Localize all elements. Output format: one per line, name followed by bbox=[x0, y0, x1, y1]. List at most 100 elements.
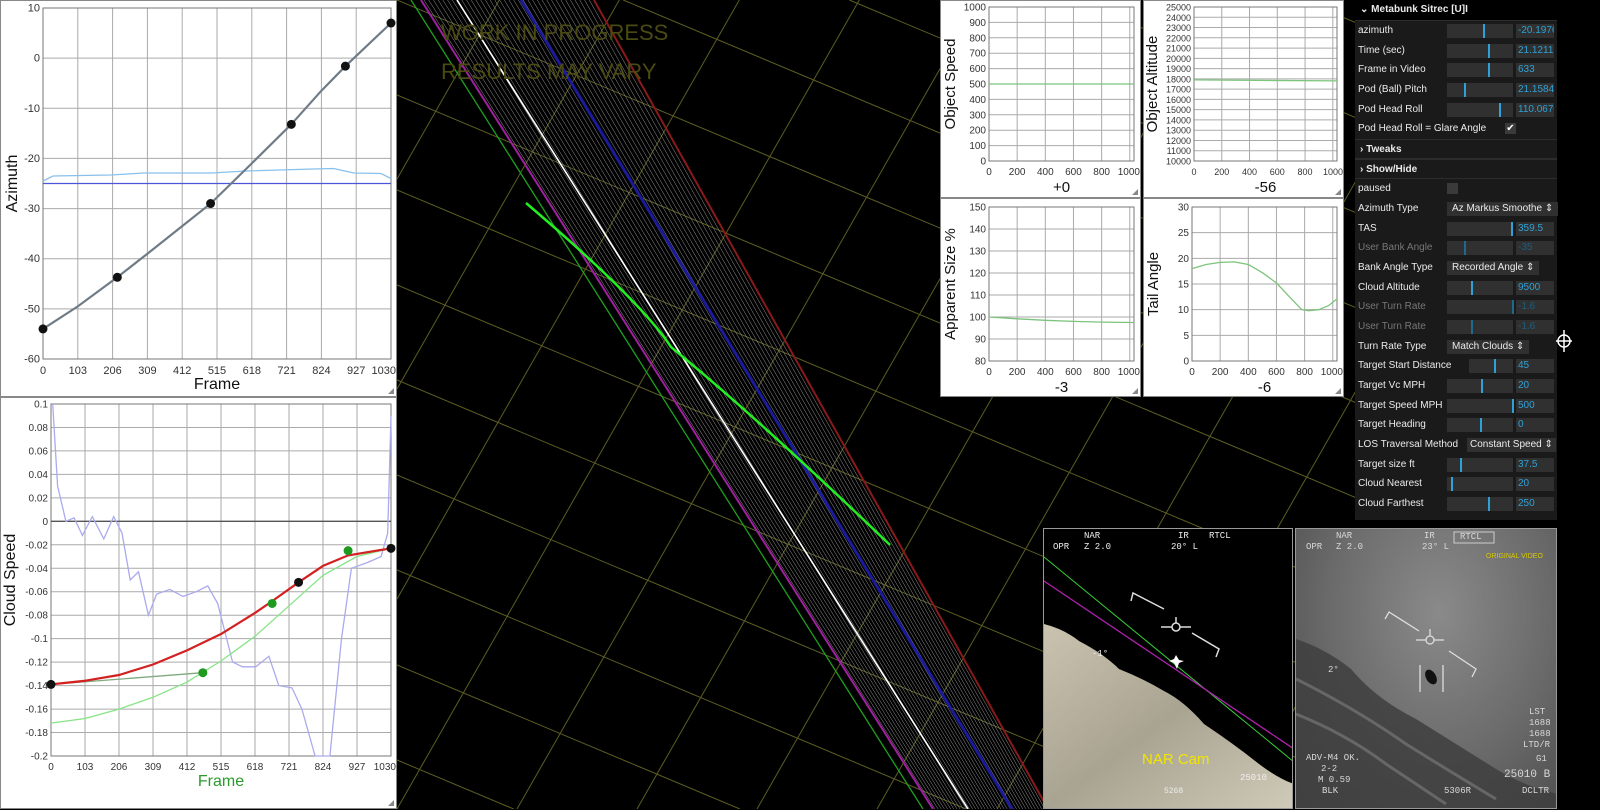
data-point[interactable] bbox=[286, 119, 296, 129]
tas-slider[interactable] bbox=[1447, 221, 1514, 236]
folder-tweaks[interactable]: › Tweaks bbox=[1355, 139, 1557, 160]
slider-handle[interactable] bbox=[1459, 457, 1462, 472]
nar-cam-view[interactable]: NAR OPR Z 2.0 IR 20° L RTCL -1° NAR Cam … bbox=[1043, 528, 1293, 809]
target-vc-mph-input[interactable]: 20 bbox=[1516, 379, 1554, 393]
target-heading-input[interactable]: 0 bbox=[1516, 418, 1554, 433]
y-tick-label: 150 bbox=[969, 203, 986, 214]
pod-head-roll-slider[interactable] bbox=[1447, 102, 1513, 117]
user-bank-angle-slider[interactable] bbox=[1447, 241, 1513, 256]
apparent-size-chart-panel[interactable]: 0 200 400 600 800 1000 80 90 100 110 120 130 140 150 -… bbox=[940, 198, 1141, 397]
target-speed-mph-input[interactable]: 500 bbox=[1516, 398, 1554, 413]
resize-handle-icon[interactable] bbox=[1132, 388, 1138, 394]
slider-handle[interactable] bbox=[1480, 418, 1482, 433]
object-speed-chart-panel[interactable]: 0 200 400 600 800 1000 0 100 200 300 400 500 600 700 8… bbox=[940, 0, 1141, 198]
target-start-distance-input[interactable]: 45 bbox=[1516, 359, 1554, 374]
cloud-farthest-input[interactable]: 250 bbox=[1516, 497, 1554, 512]
y-tick-label: -0.04 bbox=[25, 564, 48, 575]
x-tick-label: 618 bbox=[247, 762, 264, 773]
slider-handle[interactable] bbox=[1463, 83, 1466, 98]
slider-handle[interactable] bbox=[1487, 63, 1490, 78]
orientation-gizmo-icon[interactable] bbox=[1556, 328, 1572, 354]
slider-handle[interactable] bbox=[1483, 24, 1486, 38]
los-traversal-method-select[interactable]: Constant Speed ⇕ bbox=[1467, 438, 1556, 453]
slider-handle[interactable] bbox=[1511, 398, 1514, 413]
data-point[interactable] bbox=[386, 18, 396, 28]
slider-handle[interactable] bbox=[1511, 221, 1514, 236]
cloud-altitude-input[interactable]: 9500 bbox=[1516, 280, 1554, 295]
slider-handle[interactable] bbox=[1511, 300, 1514, 315]
blue-line bbox=[519, 0, 1014, 809]
azimuth-chart-panel[interactable]: 0 103 206 309 412 515 618 721 824 927 1030 -60 -50 -4… bbox=[0, 0, 397, 397]
control-time-sec: Time (sec) 21.12112 bbox=[1355, 41, 1557, 61]
data-point[interactable] bbox=[46, 679, 56, 689]
folder-show-hide[interactable]: › Show/Hide bbox=[1355, 159, 1557, 180]
y-tick-label: 0 bbox=[980, 157, 986, 168]
data-point[interactable] bbox=[206, 199, 216, 209]
azimuth-slider[interactable] bbox=[1447, 24, 1513, 38]
frame-in-video-slider[interactable] bbox=[1447, 63, 1513, 78]
data-point[interactable] bbox=[38, 324, 48, 334]
resize-handle-icon[interactable] bbox=[1335, 388, 1341, 394]
cloud-farthest-slider[interactable] bbox=[1447, 497, 1513, 512]
target-vc-mph-slider[interactable] bbox=[1447, 379, 1513, 393]
slider-handle[interactable] bbox=[1487, 497, 1490, 512]
3d-view[interactable] bbox=[397, 0, 1357, 809]
target-start-distance-slider[interactable] bbox=[1469, 359, 1513, 374]
target-size-ft-slider[interactable] bbox=[1447, 457, 1513, 472]
slider-handle[interactable] bbox=[1487, 43, 1490, 58]
azimuth-input[interactable]: -20.1976 bbox=[1516, 24, 1554, 38]
slider-handle[interactable] bbox=[1463, 241, 1466, 256]
time-sec-input[interactable]: 21.12112 bbox=[1516, 43, 1554, 58]
data-point[interactable] bbox=[112, 272, 122, 282]
y-tick-label: 17000 bbox=[1166, 85, 1191, 95]
user-turn-rate-slider[interactable] bbox=[1447, 319, 1513, 334]
cloud-nearest-input[interactable]: 20 bbox=[1516, 477, 1554, 492]
data-point[interactable] bbox=[198, 668, 208, 678]
user-bank-angle-input[interactable]: -35 bbox=[1516, 241, 1554, 256]
y-tick-label: 5 bbox=[1183, 331, 1189, 342]
slider-handle[interactable] bbox=[1499, 102, 1502, 117]
slider-handle[interactable] bbox=[1493, 359, 1496, 374]
azimuth-type-select[interactable]: Az Markus Smoothe ⇕ bbox=[1447, 201, 1559, 216]
target-heading-slider[interactable] bbox=[1447, 418, 1513, 433]
pod-ball-pitch-slider[interactable] bbox=[1447, 83, 1513, 98]
user-turn-rate-slider[interactable] bbox=[1447, 300, 1514, 315]
tas-input[interactable]: 359.5 bbox=[1516, 221, 1554, 236]
data-point[interactable] bbox=[294, 577, 304, 587]
tail-angle-chart-panel[interactable]: 0 200 400 600 800 1000 0 5 10 15 20 25 30 -6 Tail Angl… bbox=[1143, 198, 1344, 397]
original-video-label: ORIGINAL VIDEO bbox=[1486, 553, 1543, 560]
frame-in-video-input[interactable]: 633 bbox=[1516, 63, 1554, 78]
data-point[interactable] bbox=[340, 61, 350, 71]
bank-angle-type-select[interactable]: Recorded Angle ⇕ bbox=[1447, 260, 1540, 275]
pod-head-roll-glare-angle-checkbox[interactable]: ✔ bbox=[1505, 123, 1516, 135]
target-speed-mph-slider[interactable] bbox=[1447, 398, 1514, 413]
slider-handle[interactable] bbox=[1481, 379, 1484, 393]
user-turn-rate-input[interactable]: -1.6 bbox=[1516, 300, 1554, 315]
paused-checkbox[interactable] bbox=[1447, 183, 1458, 195]
time-sec-slider[interactable] bbox=[1447, 43, 1513, 58]
plot-frame bbox=[50, 403, 392, 757]
user-turn-rate-input[interactable]: -1.6 bbox=[1516, 319, 1554, 334]
cloud-nearest-slider[interactable] bbox=[1447, 477, 1513, 492]
pod-ball-pitch-input[interactable]: 21.1584 bbox=[1516, 83, 1554, 98]
resize-handle-icon[interactable] bbox=[388, 388, 394, 394]
pod-head-roll-input[interactable]: 110.0670 bbox=[1516, 102, 1554, 117]
cloud-speed-chart-panel[interactable]: 0 103 206 309 412 515 618 721 824 927 1030 -0.2 -0.1… bbox=[0, 397, 397, 809]
original-video-view[interactable]: NAR OPR Z 2.0 IR 23° L RTCL ORIGINAL VID… bbox=[1295, 528, 1557, 809]
data-point[interactable] bbox=[267, 598, 277, 608]
slider-handle[interactable] bbox=[1470, 319, 1473, 334]
slider-handle[interactable] bbox=[1450, 477, 1453, 492]
data-point[interactable] bbox=[343, 546, 353, 556]
resize-handle-icon[interactable] bbox=[1132, 189, 1138, 195]
data-point[interactable] bbox=[386, 543, 396, 553]
target-size-ft-input[interactable]: 37.5 bbox=[1516, 457, 1554, 472]
slider-handle[interactable] bbox=[1471, 280, 1474, 295]
cloud-altitude-slider[interactable] bbox=[1447, 280, 1513, 295]
control-label: Frame in Video bbox=[1358, 64, 1426, 76]
resize-handle-icon[interactable] bbox=[388, 800, 394, 806]
turn-rate-type-select[interactable]: Match Clouds ⇕ bbox=[1447, 339, 1530, 354]
ground-grid-line bbox=[397, 759, 514, 809]
panel-title-bar[interactable]: ⌄ Metabunk Sitrec [U]I bbox=[1355, 0, 1557, 21]
object-altitude-chart-panel[interactable]: 0 200 400 600 800 1000 10000 11000 12000 13000 140… bbox=[1143, 0, 1344, 198]
resize-handle-icon[interactable] bbox=[1335, 189, 1341, 195]
